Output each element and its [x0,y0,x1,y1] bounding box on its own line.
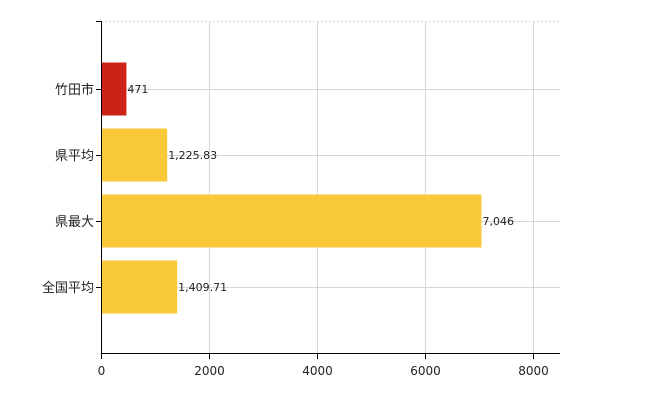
data-label-0: 471 [127,83,148,96]
category-label-0: 竹田市 [55,82,94,98]
bar-2 [101,194,482,248]
x-tick-label-1: 2000 [194,364,225,378]
data-label-3: 1,409.71 [178,281,227,294]
label-layer: 471 竹田市 1,225.83 県平均 7,046 県最大 1,409.71 全国平均 0 20… [42,82,549,378]
data-label-2: 7,046 [482,215,514,228]
bar-layer [101,62,482,314]
grid-layer [101,21,560,353]
data-label-1: 1,225.83 [168,149,217,162]
bar-0 [101,62,127,116]
category-label-2: 県最大 [55,215,94,230]
category-label-3: 全国平均 [42,280,94,296]
x-tick-label-2: 4000 [302,364,333,378]
category-label-1: 県平均 [55,149,94,164]
bar-3 [101,260,178,314]
axis-layer [96,21,560,359]
x-tick-label-4: 8000 [518,364,549,378]
x-tick-label-0: 0 [98,364,106,378]
x-tick-label-3: 6000 [410,364,441,378]
bar-1 [101,128,168,182]
